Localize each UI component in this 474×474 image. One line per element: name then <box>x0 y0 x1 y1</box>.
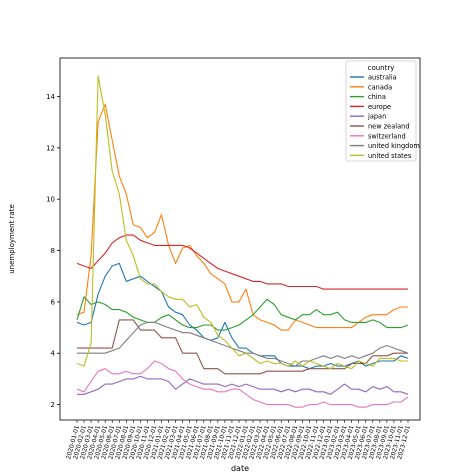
y-tick-label: 8 <box>51 247 55 255</box>
series-line-switzerland <box>76 360 409 408</box>
y-tick-label: 4 <box>51 350 56 358</box>
y-tick-label: 12 <box>46 144 55 152</box>
series-line-europe <box>76 234 408 290</box>
y-tick-label: 10 <box>46 196 55 204</box>
legend-label: japan <box>367 113 386 121</box>
series-line-new-zealand <box>77 319 408 375</box>
series-line-united-states <box>76 75 408 370</box>
series-layer <box>76 75 409 408</box>
series-line-united-kingdom <box>77 321 409 367</box>
y-axis-label: unemployment rate <box>8 204 16 274</box>
y-tick-label: 14 <box>46 93 55 101</box>
series-line-canada <box>76 103 408 331</box>
series-line-china <box>76 296 409 331</box>
legend-label: canada <box>368 83 392 91</box>
series-line-japan <box>77 375 409 395</box>
legend-label: new zealand <box>368 123 410 131</box>
y-tick-label: 2 <box>51 401 55 409</box>
legend-title: country <box>368 64 395 72</box>
y-tick-label: 6 <box>51 298 56 306</box>
legend-label: united states <box>368 152 412 160</box>
legend-label: australia <box>368 74 397 82</box>
y-axis: 2 4 6 8 10 12 14 <box>46 93 60 409</box>
x-axis: 2020-01-012020-02-012020-03-012020-04-01… <box>65 420 412 460</box>
legend-label: united kingdom <box>368 142 420 150</box>
legend-label: europe <box>368 103 391 111</box>
legend-label: china <box>368 93 386 101</box>
x-axis-label: date <box>231 464 249 473</box>
legend-label: switzerland <box>368 132 406 140</box>
